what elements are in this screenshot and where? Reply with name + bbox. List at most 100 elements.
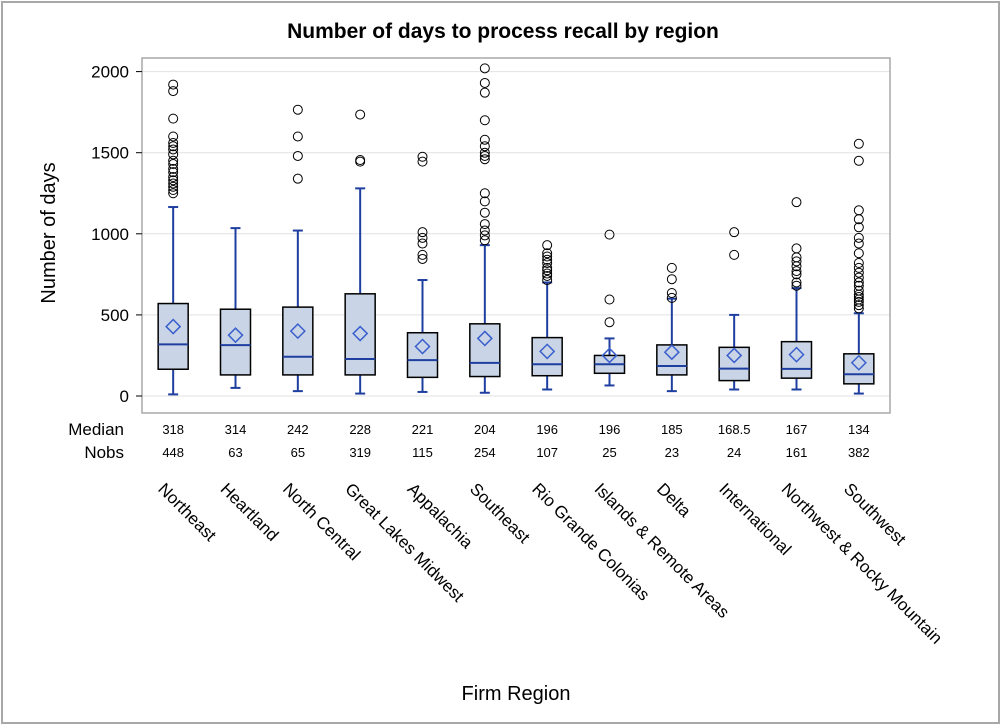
nobs-value: 161 <box>786 445 808 460</box>
outlier-point <box>853 248 864 259</box>
outlier-point <box>479 77 490 88</box>
median-value: 196 <box>599 422 621 437</box>
median-value: 167 <box>786 422 808 437</box>
median-value: 134 <box>848 422 870 437</box>
mean-marker <box>788 346 805 363</box>
outlier-point <box>853 272 864 283</box>
nobs-value: 382 <box>848 445 870 460</box>
outlier-point <box>479 235 490 246</box>
outlier-point <box>791 280 802 291</box>
outlier-point <box>479 115 490 126</box>
outlier-point <box>417 156 428 167</box>
box-north-central <box>282 104 314 393</box>
box-northwest-rocky-mountain <box>780 197 813 391</box>
iqr-box <box>718 346 750 382</box>
outlier-point <box>168 79 179 90</box>
median-value: 314 <box>225 422 247 437</box>
outlier-point <box>542 248 553 259</box>
nobs-value: 107 <box>536 445 558 460</box>
x-tick-label: Delta <box>653 479 695 521</box>
outlier-point <box>853 289 864 300</box>
outlier-point <box>853 238 864 249</box>
box-northeast <box>157 79 189 396</box>
y-tick-label: 2000 <box>91 63 129 82</box>
mean-marker <box>726 347 743 364</box>
outlier-point <box>292 131 303 142</box>
x-tick-label: Rio Grande Colonias <box>528 479 653 604</box>
outlier-point <box>479 196 490 207</box>
outlier-point <box>479 134 490 145</box>
outlier-point <box>479 207 490 218</box>
nobs-value: 23 <box>665 445 679 460</box>
nobs-value: 24 <box>727 445 741 460</box>
x-tick-label: Great Lakes Midwest <box>341 479 468 606</box>
chart-title: Number of days to process recall by regi… <box>287 20 719 43</box>
outlier-point <box>542 240 553 251</box>
outlier-point <box>853 222 864 233</box>
outlier-point <box>292 150 303 161</box>
outlier-point <box>168 159 179 170</box>
outlier-point <box>791 197 802 208</box>
outlier-point <box>853 300 864 311</box>
outlier-point <box>417 238 428 249</box>
y-tick-label: 500 <box>101 306 129 325</box>
outlier-point <box>417 232 428 243</box>
x-tick-label: Northeast <box>154 479 220 545</box>
nobs-value: 25 <box>602 445 616 460</box>
outlier-point <box>479 219 490 230</box>
outlier-point <box>292 104 303 115</box>
box-international <box>718 227 750 391</box>
outlier-point <box>168 167 179 178</box>
outlier-point <box>542 265 553 276</box>
median-value: 228 <box>349 422 371 437</box>
box-islands-remote-areas <box>593 229 626 387</box>
iqr-box <box>469 323 501 378</box>
outlier-point <box>853 155 864 166</box>
outlier-point <box>479 225 490 236</box>
box-rio-grande-colonias <box>531 240 563 391</box>
median-row-label: Median <box>68 420 124 439</box>
outlier-point <box>729 227 740 238</box>
y-tick-label: 1500 <box>91 144 129 163</box>
x-axis-label: Firm Region <box>462 683 571 705</box>
outlier-point <box>542 262 553 273</box>
outlier-point <box>168 175 179 186</box>
outlier-point <box>791 269 802 280</box>
box-southwest <box>843 138 875 395</box>
nobs-value: 63 <box>228 445 242 460</box>
outlier-point <box>853 262 864 273</box>
outlier-point <box>417 249 428 260</box>
outlier-point <box>542 275 553 286</box>
x-tick-label: Southeast <box>466 479 534 547</box>
outlier-point <box>666 262 677 273</box>
box-southeast <box>469 63 501 394</box>
mean-marker <box>227 327 244 344</box>
outlier-point <box>417 253 428 264</box>
outlier-point <box>604 294 615 305</box>
outlier-point <box>791 243 802 254</box>
box-great-lakes-midwest <box>344 109 376 395</box>
outlier-point <box>853 277 864 288</box>
nobs-row-label: Nobs <box>84 443 124 462</box>
outlier-point <box>168 185 179 196</box>
mean-marker <box>850 354 867 371</box>
outlier-point <box>355 109 366 120</box>
outlier-point <box>417 151 428 162</box>
mean-marker <box>663 344 680 361</box>
mean-marker <box>414 338 431 355</box>
outlier-point <box>853 267 864 278</box>
nobs-value: 65 <box>291 445 305 460</box>
outlier-point <box>168 144 179 155</box>
median-value: 168.5 <box>718 422 751 437</box>
median-value: 221 <box>412 422 434 437</box>
outlier-point <box>479 147 490 158</box>
outlier-point <box>479 141 490 152</box>
nobs-value: 254 <box>474 445 496 460</box>
y-axis-label: Number of days <box>38 162 60 303</box>
median-value: 185 <box>661 422 683 437</box>
iqr-box <box>282 306 314 376</box>
mean-marker <box>476 330 493 347</box>
outlier-point <box>542 257 553 268</box>
outlier-point <box>479 154 490 165</box>
